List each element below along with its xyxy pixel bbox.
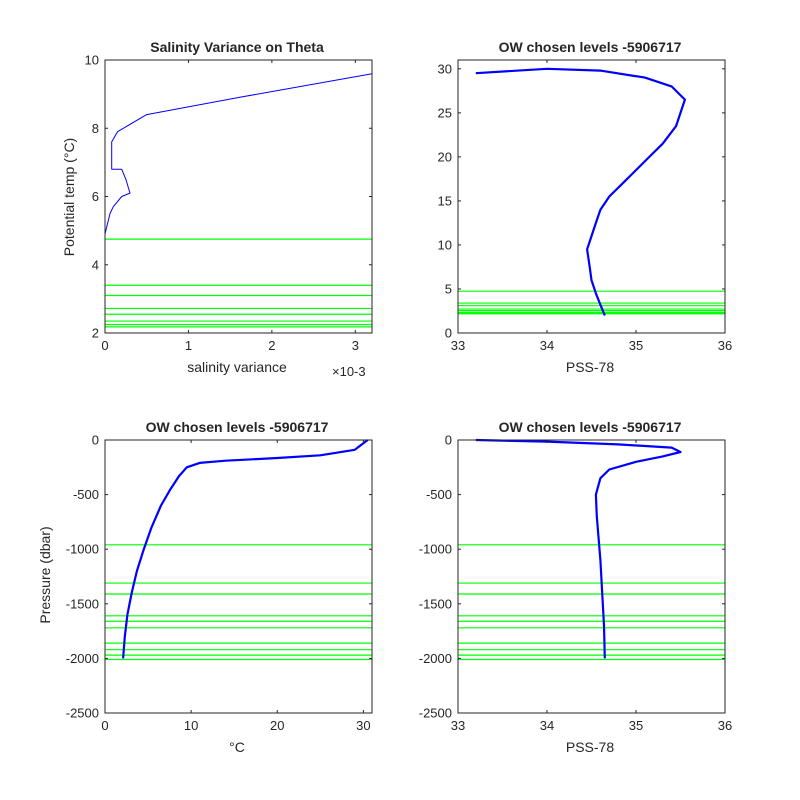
y-tick-label: 25 xyxy=(438,105,452,120)
y-tick-label: 0 xyxy=(445,433,452,448)
subplot-salinity-pressure: OW chosen levels -5906717 PSS-78 33 34 35 3… xyxy=(419,419,732,755)
x-tick-label: 36 xyxy=(718,338,732,353)
x-axis-label: PSS-78 xyxy=(566,359,614,375)
x-axis-label: salinity variance xyxy=(187,359,287,375)
subplot-salinity-variance: Salinity Variance on Theta salinity vari… xyxy=(61,39,373,379)
y-tick-label: 15 xyxy=(438,193,452,208)
x-axis-label: PSS-78 xyxy=(566,739,614,755)
y-tick-label: -1500 xyxy=(66,596,99,611)
y-tick-label: 5 xyxy=(445,281,452,296)
axes-box xyxy=(457,59,726,334)
axes-box xyxy=(104,439,373,714)
y-tick-label: -2000 xyxy=(419,651,452,666)
y-tick-label: 30 xyxy=(438,61,452,76)
axes-box xyxy=(457,439,726,714)
y-tick-label: 10 xyxy=(85,53,99,68)
subplot-temperature-pressure: OW chosen levels -5906717 °C Pressure (d… xyxy=(37,419,373,755)
subplot-salinity-theta: OW chosen levels -5906717 PSS-78 33 34 35 3… xyxy=(438,39,733,375)
x-tick-label: 35 xyxy=(629,338,643,353)
y-tick-label: -2000 xyxy=(66,651,99,666)
subplot-title: OW chosen levels -5906717 xyxy=(499,419,682,435)
y-tick-label: -1000 xyxy=(419,542,452,557)
subplot-title: OW chosen levels -5906717 xyxy=(499,39,682,55)
subplot-title: Salinity Variance on Theta xyxy=(150,39,324,55)
y-tick-label: 0 xyxy=(445,326,452,341)
x-tick-label: 20 xyxy=(270,718,284,733)
profile-line xyxy=(475,67,687,316)
y-tick-label: -500 xyxy=(426,487,452,502)
y-tick-label: 20 xyxy=(438,149,452,164)
x-tick-label: 33 xyxy=(451,718,465,733)
x-tick-label: 34 xyxy=(540,338,554,353)
x-exponent-label: ×10-3 xyxy=(332,364,366,379)
profile-line xyxy=(104,73,373,333)
axes-box xyxy=(104,59,373,334)
profile-line xyxy=(122,439,369,659)
profile-line xyxy=(475,438,682,659)
x-tick-label: 34 xyxy=(540,718,554,733)
x-tick-label: 33 xyxy=(451,338,465,353)
y-tick-label: -500 xyxy=(73,487,99,502)
y-tick-label: 6 xyxy=(92,189,99,204)
x-tick-label: 36 xyxy=(718,718,732,733)
y-tick-label: -1500 xyxy=(419,596,452,611)
x-tick-label: 30 xyxy=(356,718,370,733)
x-tick-label: 10 xyxy=(184,718,198,733)
y-axis-label: Potential temp (°C) xyxy=(61,138,77,256)
x-tick-label: 3 xyxy=(352,338,359,353)
x-tick-label: 2 xyxy=(268,338,275,353)
x-tick-label: 0 xyxy=(101,718,108,733)
y-tick-label: 10 xyxy=(438,237,452,252)
y-tick-label: -2500 xyxy=(419,706,452,721)
x-tick-label: 0 xyxy=(101,338,108,353)
y-tick-label: 4 xyxy=(92,257,99,272)
y-axis-label: Pressure (dbar) xyxy=(37,526,53,623)
y-tick-label: 2 xyxy=(92,326,99,341)
x-tick-label: 35 xyxy=(629,718,643,733)
y-tick-label: 8 xyxy=(92,121,99,136)
y-tick-label: -2500 xyxy=(66,706,99,721)
x-axis-label: °C xyxy=(229,739,245,755)
y-tick-label: -1000 xyxy=(66,542,99,557)
subplot-title: OW chosen levels -5906717 xyxy=(146,419,329,435)
x-tick-label: 1 xyxy=(185,338,192,353)
y-tick-label: 0 xyxy=(92,433,99,448)
